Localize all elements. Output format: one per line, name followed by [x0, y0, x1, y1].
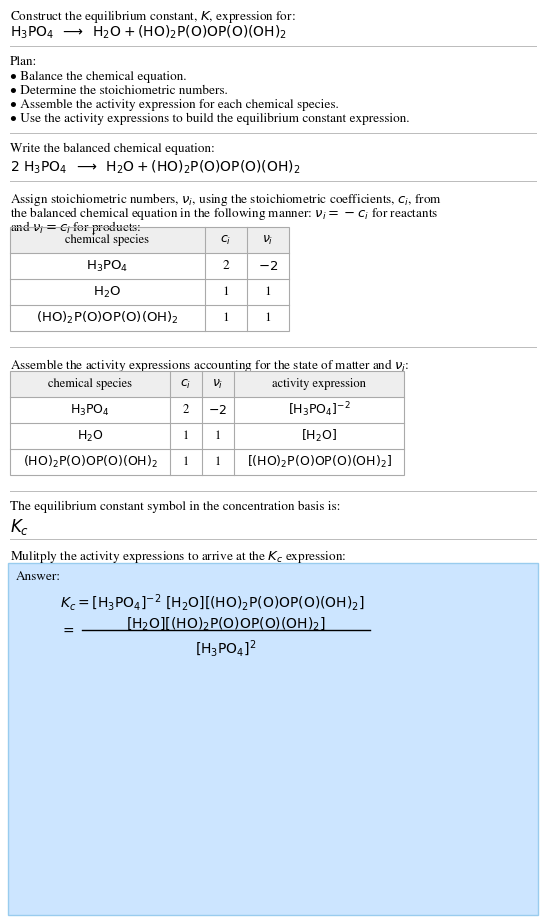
Text: Construct the equilibrium constant, $K$, expression for:: Construct the equilibrium constant, $K$,… [10, 8, 295, 25]
Text: • Balance the chemical equation.: • Balance the chemical equation. [10, 71, 187, 83]
Text: 1: 1 [223, 286, 229, 298]
Text: 1: 1 [215, 430, 221, 442]
Text: chemical species: chemical species [65, 234, 149, 246]
Text: 1: 1 [265, 286, 271, 298]
Bar [10, 227, 289, 331]
Text: 1: 1 [223, 312, 229, 323]
Text: $-2$: $-2$ [258, 259, 278, 273]
Text: $[(\mathrm{HO})_2\mathrm{P(O)OP(O)(OH)_2}]$: $[(\mathrm{HO})_2\mathrm{P(O)OP(O)(OH)_2… [247, 454, 391, 470]
Text: Write the balanced chemical equation:: Write the balanced chemical equation: [10, 143, 215, 155]
Text: Answer:: Answer: [16, 571, 61, 583]
Text: Assemble the activity expressions accounting for the state of matter and $\nu_i$: Assemble the activity expressions accoun… [10, 357, 409, 374]
Text: $\nu_i$: $\nu_i$ [262, 233, 274, 246]
Text: $[\mathrm{H_3PO_4}]^{-2}$: $[\mathrm{H_3PO_4}]^{-2}$ [288, 401, 351, 419]
Text: $\mathrm{H_2O}$: $\mathrm{H_2O}$ [93, 285, 121, 300]
Text: $\mathrm{(HO)_2P(O)OP(O)(OH)_2}$: $\mathrm{(HO)_2P(O)OP(O)(OH)_2}$ [22, 454, 157, 470]
Text: chemical species: chemical species [48, 378, 132, 390]
Text: $c_i$: $c_i$ [180, 378, 192, 391]
Text: $[\mathrm{H_2O}][(\mathrm{HO})_2\mathrm{P(O)OP(O)(OH)_2}]$: $[\mathrm{H_2O}][(\mathrm{HO})_2\mathrm{… [126, 615, 326, 631]
Bar [10, 227, 289, 253]
Text: 2: 2 [223, 260, 229, 272]
Text: The equilibrium constant symbol in the concentration basis is:: The equilibrium constant symbol in the c… [10, 501, 340, 514]
Text: $c_i$: $c_i$ [221, 233, 232, 246]
Text: $\mathrm{H_3PO_4}$: $\mathrm{H_3PO_4}$ [70, 403, 110, 417]
Text: $\mathrm{H_3PO_4}$: $\mathrm{H_3PO_4}$ [86, 258, 128, 274]
Text: • Assemble the activity expression for each chemical species.: • Assemble the activity expression for e… [10, 99, 339, 111]
Text: $\nu_i$: $\nu_i$ [212, 378, 224, 391]
Text: $\mathrm{H_3PO_4}$  $\longrightarrow$  $\mathrm{H_2O + (HO)_2P(O)OP(O)(OH)_2}$: $\mathrm{H_3PO_4}$ $\longrightarrow$ $\m… [10, 24, 287, 41]
Bar [8, 563, 538, 915]
Text: 1: 1 [183, 456, 189, 468]
Text: 2: 2 [183, 404, 189, 416]
Text: and $\nu_i = c_i$ for products:: and $\nu_i = c_i$ for products: [10, 219, 141, 236]
Text: the balanced chemical equation in the following manner: $\nu_i = -c_i$ for react: the balanced chemical equation in the fo… [10, 205, 438, 222]
Bar [10, 371, 404, 475]
Text: 1: 1 [215, 456, 221, 468]
Text: $[\mathrm{H_2O}]$: $[\mathrm{H_2O}]$ [301, 428, 337, 444]
Text: $=$: $=$ [60, 623, 75, 637]
Text: 1: 1 [265, 312, 271, 323]
Text: • Use the activity expressions to build the equilibrium constant expression.: • Use the activity expressions to build … [10, 113, 409, 125]
Text: $K_c = [\mathrm{H_3PO_4}]^{-2}\ [\mathrm{H_2O}][(\mathrm{HO})_2\mathrm{P(O)OP(O): $K_c = [\mathrm{H_3PO_4}]^{-2}\ [\mathrm… [60, 593, 365, 613]
Text: $\mathrm{H_2O}$: $\mathrm{H_2O}$ [77, 428, 103, 444]
Text: $\mathrm{(HO)_2P(O)OP(O)(OH)_2}$: $\mathrm{(HO)_2P(O)OP(O)(OH)_2}$ [35, 310, 179, 326]
Text: $K_c$: $K_c$ [10, 517, 29, 537]
Text: activity expression: activity expression [272, 378, 366, 390]
Text: Assign stoichiometric numbers, $\nu_i$, using the stoichiometric coefficients, $: Assign stoichiometric numbers, $\nu_i$, … [10, 191, 442, 208]
Text: Mulitply the activity expressions to arrive at the $K_c$ expression:: Mulitply the activity expressions to arr… [10, 549, 346, 565]
Text: • Determine the stoichiometric numbers.: • Determine the stoichiometric numbers. [10, 85, 228, 96]
Bar [10, 371, 404, 397]
Text: 1: 1 [183, 430, 189, 442]
Text: Plan:: Plan: [10, 56, 37, 68]
Text: $-2$: $-2$ [209, 403, 228, 416]
Text: $2\ \mathrm{H_3PO_4}$  $\longrightarrow$  $\mathrm{H_2O + (HO)_2P(O)OP(O)(OH)_2}: $2\ \mathrm{H_3PO_4}$ $\longrightarrow$ … [10, 159, 300, 176]
Text: $[\mathrm{H_3PO_4}]^2$: $[\mathrm{H_3PO_4}]^2$ [195, 639, 257, 660]
